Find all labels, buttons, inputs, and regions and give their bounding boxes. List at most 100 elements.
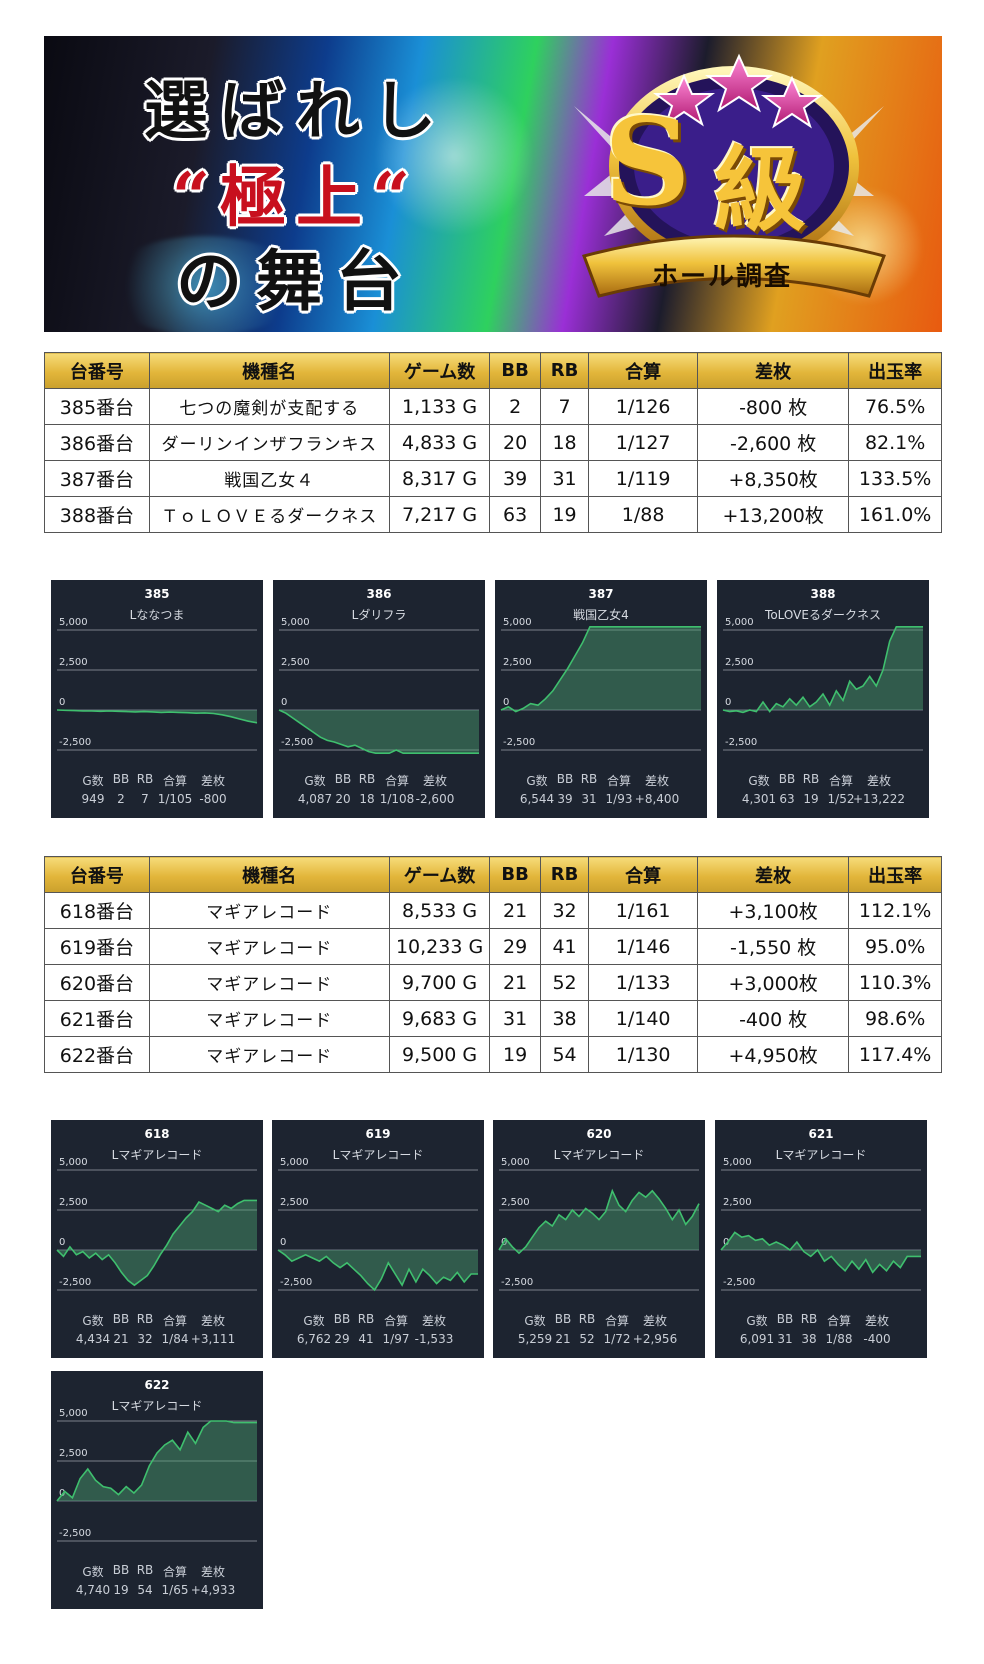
table-row: 622番台 マギアレコード 9,500 G 19 54 1/130 +4,950枚 117.4…	[44, 1036, 942, 1073]
y-tick-label: 5,000	[503, 617, 532, 628]
stat-value-combined-rate: 1/72	[603, 1332, 631, 1346]
machine-table-2: 台番号 機種名 ゲーム数 BB RB 合算 差枚 出玉率 618番台 マギアレコード 8,533 …	[44, 856, 942, 1073]
banner-line-3: の舞台	[176, 242, 416, 320]
cell-game-count: 4,833 G	[388, 424, 491, 461]
chart-number: 619	[365, 1127, 391, 1141]
cell-machine-number: 385番台	[44, 388, 150, 425]
stat-value-game-count: 4,434	[75, 1332, 111, 1346]
y-tick-label: 0	[59, 1237, 65, 1248]
table-header-row: 台番号 機種名 ゲーム数 BB RB 合算 差枚 出玉率	[44, 856, 942, 893]
stat-value-rb-count: 41	[358, 1332, 374, 1346]
slump-card-618: 618 Lマギアレコード 5,000 2,500 0 -2,500 G数 BB RB 合算 差枚 4,…	[51, 1120, 263, 1358]
y-tick-label: -2,500	[725, 737, 757, 748]
stat-label-game-count: G数	[303, 1314, 325, 1328]
cell-game-count: 8,533 G	[388, 892, 491, 929]
stat-value-rb-count: 52	[579, 1332, 595, 1346]
stat-label-game-count: G数	[304, 774, 326, 788]
header-bb-count: BB	[489, 856, 541, 893]
cell-rb-count: 52	[539, 964, 590, 1001]
y-tick-label: 0	[280, 1237, 286, 1248]
slump-area	[278, 1250, 478, 1290]
stat-value-game-count: 949	[81, 792, 105, 806]
chart-title: Lマギアレコード	[111, 1399, 203, 1413]
cell-combined-rate: 1/127	[588, 424, 699, 461]
stat-value-coin-difference: -1,533	[414, 1332, 454, 1346]
cell-combined-rate: 1/133	[588, 964, 699, 1001]
cell-rb-count: 32	[539, 892, 590, 929]
header-bb-count: BB	[489, 352, 541, 389]
stat-label-bb-count: BB	[554, 1312, 572, 1326]
stat-label-bb-count: BB	[776, 1312, 794, 1326]
table-header-row: 台番号 機種名 ゲーム数 BB RB 合算 差枚 出玉率	[44, 352, 942, 389]
cell-bb-count: 63	[489, 496, 541, 533]
stat-value-coin-difference: +4,933	[190, 1583, 236, 1597]
stat-label-combined-rate: 合算	[162, 1314, 188, 1328]
y-tick-label: 2,500	[281, 657, 310, 668]
stat-label-game-count: G数	[82, 1314, 104, 1328]
stat-label-coin-difference: 差枚	[200, 1565, 226, 1579]
cell-rb-count: 41	[539, 928, 590, 965]
y-tick-label: -2,500	[723, 1277, 755, 1288]
table-row: 387番台 戦国乙女４ 8,317 G 39 31 1/119 +8,350枚 133.5%	[44, 460, 942, 497]
stat-label-bb-count: BB	[333, 1312, 351, 1326]
cell-payout-rate: 133.5%	[848, 460, 942, 497]
stat-label-rb-count: RB	[578, 1312, 596, 1326]
slump-chart: 5,000 2,500 0 -2,500	[722, 617, 923, 751]
stat-value-bb-count: 19	[113, 1583, 129, 1597]
stat-value-bb-count: 2	[117, 792, 125, 806]
slump-area	[57, 1200, 257, 1286]
cell-bb-count: 21	[489, 892, 541, 929]
machine-table-1: 台番号 機種名 ゲーム数 BB RB 合算 差枚 出玉率 385番台 七つの魔剣が支配する 1,1…	[44, 352, 942, 533]
chart-number: 385	[144, 587, 170, 601]
table-row: 621番台 マギアレコード 9,683 G 31 38 1/140 -400 枚 98.6%	[44, 1000, 942, 1037]
stat-label-combined-rate: 合算	[384, 774, 410, 788]
chart-number: 618	[144, 1127, 170, 1141]
stat-value-bb-count: 31	[777, 1332, 793, 1346]
cell-game-count: 9,683 G	[388, 1000, 491, 1037]
chart-number: 620	[586, 1127, 612, 1141]
stat-label-game-count: G数	[82, 774, 104, 788]
slump-chart: 5,000 2,500 0 -2,500	[56, 1157, 257, 1291]
stat-label-bb-count: BB	[556, 772, 574, 786]
slump-area	[279, 710, 479, 754]
cell-coin-difference: -400 枚	[697, 1000, 850, 1037]
stat-value-combined-rate: 1/52	[827, 792, 855, 806]
cell-combined-rate: 1/126	[588, 388, 699, 425]
slump-line	[56, 1420, 257, 1502]
cell-combined-rate: 1/161	[588, 892, 699, 929]
slump-card-388: 388 ToLOVEるダークネス 5,000 2,500 0 -2,500 G数 BB RB 合算…	[717, 580, 929, 818]
y-tick-label: 2,500	[725, 657, 754, 668]
chart-number: 388	[810, 587, 836, 601]
stat-value-bb-count: 29	[334, 1332, 350, 1346]
table-row: 385番台 七つの魔剣が支配する 1,133 G 2 7 1/126 -800 枚 76.5%	[44, 388, 942, 425]
header-game-count: ゲーム数	[388, 856, 491, 893]
stat-value-combined-rate: 1/97	[382, 1332, 410, 1346]
cell-coin-difference: +8,350枚	[697, 460, 850, 497]
chart-title: Lマギアレコード	[111, 1148, 203, 1162]
slump-line	[56, 1199, 257, 1287]
stat-label-coin-difference: 差枚	[200, 774, 226, 788]
cell-machine-number: 618番台	[44, 892, 150, 929]
table-row: 620番台 マギアレコード 9,700 G 21 52 1/133 +3,000枚 110.3…	[44, 964, 942, 1001]
stat-label-rb-count: RB	[136, 1312, 154, 1326]
stat-value-game-count: 4,087	[297, 792, 333, 806]
cell-game-count: 8,317 G	[388, 460, 491, 497]
cell-rb-count: 18	[539, 424, 590, 461]
banner-line-2: “極上“	[172, 158, 420, 236]
slump-area	[499, 1190, 699, 1254]
y-tick-label: 5,000	[280, 1157, 309, 1168]
cell-combined-rate: 1/88	[588, 496, 699, 533]
cell-coin-difference: -1,550 枚	[697, 928, 850, 965]
stat-label-coin-difference: 差枚	[644, 774, 670, 788]
y-tick-label: 2,500	[59, 1448, 88, 1459]
cell-machine-number: 621番台	[44, 1000, 150, 1037]
chart-number: 622	[144, 1378, 170, 1392]
y-tick-label: -2,500	[59, 737, 91, 748]
slump-card-386: 386 Lダリフラ 5,000 2,500 0 -2,500 G数 BB RB 合算 差枚 4,087…	[273, 580, 485, 818]
cell-game-count: 7,217 G	[388, 496, 491, 533]
slump-line	[56, 709, 258, 724]
stat-value-rb-count: 7	[141, 792, 149, 806]
cell-game-count: 1,133 G	[388, 388, 491, 425]
stat-value-coin-difference: +3,111	[190, 1332, 236, 1346]
stat-value-coin-difference: +13,222	[852, 792, 906, 806]
